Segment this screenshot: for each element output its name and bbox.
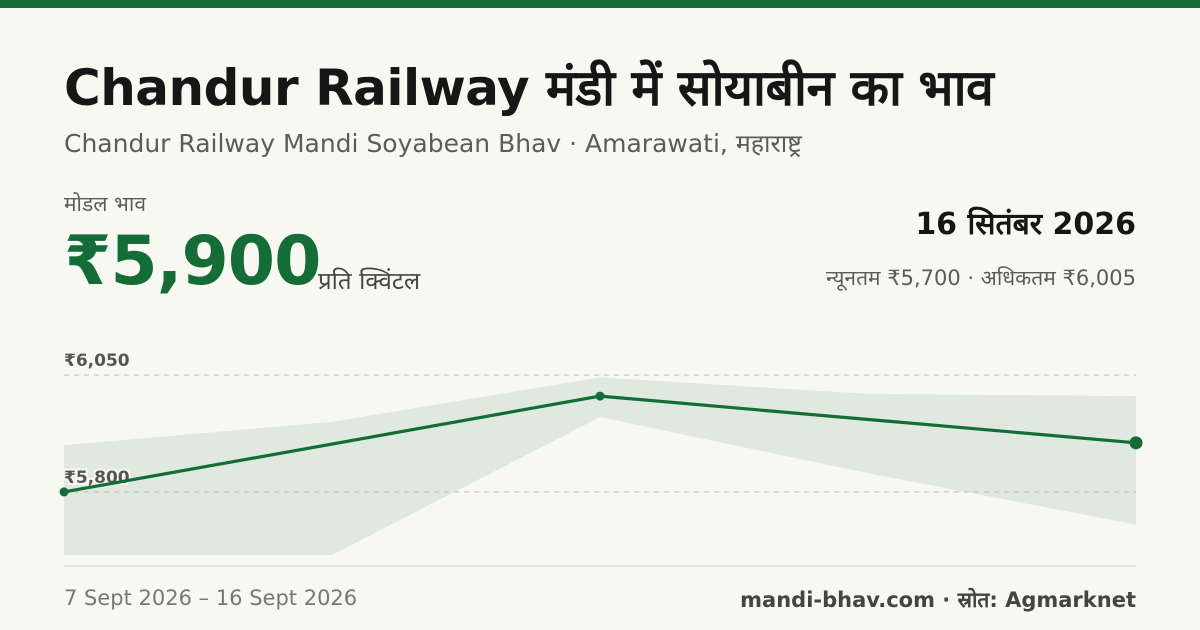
data-point-2 [1129,436,1143,450]
footer-date-range: 7 Sept 2026 – 16 Sept 2026 [64,586,358,610]
page-title: Chandur Railway मंडी में सोयाबीन का भाव [64,59,994,117]
price-date: 16 सितंबर 2026 [915,207,1136,242]
min-max-range: न्यूनतम ₹5,700 · अधिकतम ₹6,005 [826,266,1136,290]
data-point-0 [59,487,69,497]
price-unit: प्रति क्विंटल [318,267,421,295]
modal-price-label: मोडल भाव [64,192,147,216]
page-subtitle: Chandur Railway Mandi Soyabean Bhav · Am… [64,129,802,158]
top-accent-bar [0,0,1200,8]
data-point-1 [595,391,605,401]
modal-price-value: ₹5,900 [64,222,321,301]
y-tick-label-0: ₹6,050 [64,351,130,371]
min-max-band [64,377,1136,555]
footer-source: mandi-bhav.com · स्रोत: Agmarknet [740,588,1136,612]
